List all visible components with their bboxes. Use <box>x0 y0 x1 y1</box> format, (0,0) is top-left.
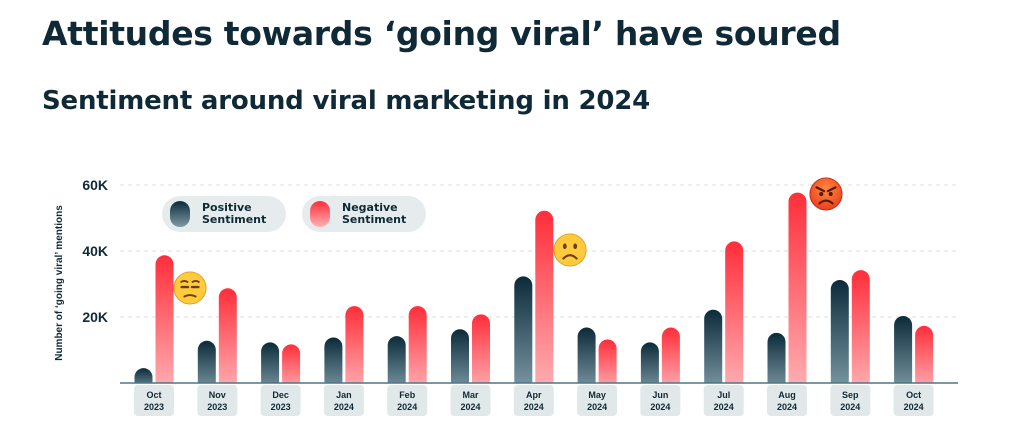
bars <box>115 192 963 393</box>
bar-negative <box>661 327 680 392</box>
x-tick-year: 2024 <box>397 402 417 412</box>
x-tick-label-bg <box>197 385 238 416</box>
y-tick-label: 60K <box>82 177 108 193</box>
x-tick-month: Dec <box>272 390 289 400</box>
x-tick-year: 2024 <box>777 402 797 412</box>
bar-negative <box>155 255 174 392</box>
bar-negative <box>345 306 364 392</box>
x-tick-year: 2024 <box>587 402 607 412</box>
x-tick-label-bg <box>830 385 871 416</box>
x-tick-label-bg <box>387 385 428 416</box>
x-tick-year: 2024 <box>524 402 544 412</box>
x-tick-year: 2024 <box>460 402 480 412</box>
bar-positive <box>894 316 913 392</box>
x-tick-label: Jul 2024 <box>703 385 744 416</box>
legend-positive-label: Positive Sentiment <box>202 201 267 226</box>
bar-positive <box>387 336 406 392</box>
bar-negative <box>598 339 617 392</box>
chart-subtitle: Sentiment around viral marketing in 2024 <box>42 86 651 116</box>
x-tick-label: Dec 2023 <box>260 385 301 416</box>
y-tick-label: 40K <box>82 243 108 259</box>
x-tick-month: Jun <box>652 390 668 400</box>
bar-positive <box>451 329 469 392</box>
frowning-face-emoji <box>553 233 587 267</box>
bar-negative <box>408 306 427 392</box>
bar-positive <box>324 337 343 392</box>
y-tick-label: 20K <box>82 309 108 325</box>
x-tick-label: Sep 2024 <box>830 385 871 416</box>
x-tick-year: 2024 <box>714 402 734 412</box>
x-tick-label: Oct 2024 <box>893 385 934 416</box>
x-tick-label-bg <box>640 385 681 416</box>
legend-negative: Negative Sentiment <box>302 196 426 232</box>
bar-positive <box>767 332 786 392</box>
x-tick-label: Jan 2024 <box>323 385 364 416</box>
legend-positive-swatch <box>170 201 190 227</box>
x-tick-year: 2023 <box>271 402 291 412</box>
y-tick-labels: 20K 40K 60K <box>82 177 108 325</box>
x-tick-year: 2024 <box>650 402 670 412</box>
x-tick-month: Apr <box>526 390 542 400</box>
bar-positive <box>640 342 659 392</box>
legend-negative-swatch <box>310 201 330 227</box>
bar-negative <box>535 210 554 392</box>
bar-negative <box>282 344 301 392</box>
x-tick-label-bg <box>767 385 807 416</box>
chart-title: Attitudes towards ‘going viral’ have sou… <box>42 14 841 53</box>
x-tick-year: 2024 <box>840 402 860 412</box>
bar-negative <box>788 192 807 392</box>
x-tick-label: Mar 2024 <box>450 385 491 416</box>
y-axis-label: Number of ‘going viral’ mentions <box>54 205 65 361</box>
x-tick-label-bg <box>323 385 364 416</box>
x-tick-month: May <box>588 390 606 400</box>
x-tick-label: Feb 2024 <box>387 385 428 416</box>
x-tick-labels: Oct 2023 Nov 2023 Dec 2023 Jan 2024 Feb 2024 Mar 20… <box>134 385 934 416</box>
x-tick-label-bg <box>260 385 301 416</box>
bar-positive <box>830 280 849 392</box>
x-tick-label-bg <box>134 385 174 416</box>
x-tick-label-bg <box>703 385 744 416</box>
x-tick-month: Oct <box>906 390 921 400</box>
bar-positive <box>514 276 533 392</box>
x-tick-year: 2024 <box>334 402 354 412</box>
x-tick-year: 2024 <box>904 402 924 412</box>
x-tick-month: Feb <box>399 390 416 400</box>
bar-positive <box>577 327 596 392</box>
legend-negative-label: Negative Sentiment <box>342 201 407 226</box>
x-tick-label: Apr 2024 <box>513 385 554 416</box>
x-tick-month: Aug <box>778 390 796 400</box>
x-tick-label-bg <box>893 385 934 416</box>
x-tick-month: Sep <box>842 390 859 400</box>
x-tick-month: Nov <box>209 390 226 400</box>
x-tick-label: Aug 2024 <box>767 385 807 416</box>
bar-positive <box>704 309 723 392</box>
x-tick-label: Oct 2023 <box>134 385 174 416</box>
unamused-face-emoji <box>173 271 207 305</box>
x-tick-year: 2023 <box>207 402 227 412</box>
x-tick-month: Mar <box>462 390 479 400</box>
bar-negative <box>851 270 870 392</box>
x-tick-label: Nov 2023 <box>197 385 238 416</box>
angry-face-emoji <box>809 177 843 211</box>
bar-positive <box>261 342 280 392</box>
bar-negative <box>725 241 744 392</box>
bar-positive <box>197 340 216 392</box>
x-tick-label: May 2024 <box>577 385 618 416</box>
x-tick-month: Jul <box>717 390 730 400</box>
x-tick-label: Jun 2024 <box>640 385 681 416</box>
legend-positive: Positive Sentiment <box>162 196 286 232</box>
x-tick-month: Oct <box>146 390 161 400</box>
x-tick-label-bg <box>513 385 554 416</box>
bar-negative <box>915 325 934 392</box>
x-tick-year: 2023 <box>144 402 164 412</box>
x-tick-label-bg <box>577 385 618 416</box>
x-tick-label-bg <box>450 385 491 416</box>
bar-negative <box>218 288 237 392</box>
bar-negative <box>472 314 490 392</box>
x-tick-month: Jan <box>336 390 352 400</box>
